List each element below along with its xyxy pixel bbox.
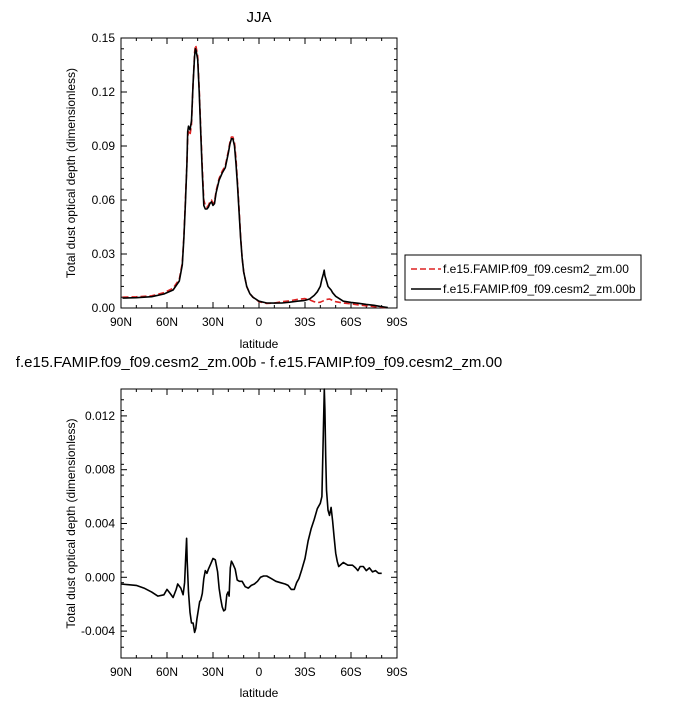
- y-tick-label: 0.03: [92, 247, 116, 261]
- series-line-1: [120, 388, 382, 634]
- x-tick-label: 30N: [202, 665, 224, 679]
- chart-title: JJA: [246, 9, 271, 26]
- x-tick-label: 90S: [386, 315, 407, 329]
- y-tick-label: 0.12: [92, 85, 116, 99]
- y-tick-label: 0.000: [85, 570, 115, 584]
- x-axis-label: latitude: [240, 686, 279, 700]
- y-tick-label: 0.15: [92, 31, 116, 45]
- legend-entry: f.e15.FAMIP.f09_f09.cesm2_zm.00: [443, 262, 629, 276]
- x-tick-label: 60S: [340, 315, 361, 329]
- y-tick-label: 0.008: [85, 463, 115, 477]
- y-axis-label: Total dust optical depth (dimensionless): [64, 418, 78, 628]
- series-line-1: [122, 44, 388, 309]
- y-tick-label: -0.004: [81, 624, 115, 638]
- y-axis-label: Total dust optical depth (dimensionless): [64, 68, 78, 278]
- plot-frame: [120, 388, 398, 659]
- y-tick-label: 0.06: [92, 193, 116, 207]
- legend-box: [404, 254, 642, 301]
- y-tick-label: 0.004: [85, 517, 115, 531]
- x-axis-label: latitude: [240, 337, 279, 351]
- chart-panel-1: JJA 90N 60N 30N 0 30S 60S 90S 0.00 0.03 0.06 0.09 0.…: [64, 9, 642, 351]
- x-tick-label: 60N: [156, 665, 178, 679]
- x-tick-label: 30S: [294, 315, 315, 329]
- legend: f.e15.FAMIP.f09_f09.cesm2_zm.00 f.e15.FAM…: [404, 254, 642, 301]
- x-tick-label: 60S: [340, 665, 361, 679]
- chart-title: f.e15.FAMIP.f09_f09.cesm2_zm.00b - f.e15…: [16, 354, 502, 371]
- x-tick-label: 0: [256, 665, 263, 679]
- chart-panel-2: f.e15.FAMIP.f09_f09.cesm2_zm.00b - f.e15…: [16, 354, 502, 700]
- x-tick-label: 30N: [202, 315, 224, 329]
- x-tick-label: 90N: [110, 315, 132, 329]
- y-tick-label: 0.012: [85, 409, 115, 423]
- plot-frame: [120, 37, 398, 309]
- series-line-2: [122, 47, 388, 309]
- y-tick-label: 0.00: [92, 301, 116, 315]
- legend-entry: f.e15.FAMIP.f09_f09.cesm2_zm.00b: [443, 282, 636, 296]
- x-tick-label: 30S: [294, 665, 315, 679]
- y-tick-label: 0.09: [92, 139, 116, 153]
- x-tick-label: 60N: [156, 315, 178, 329]
- x-tick-label: 90N: [110, 665, 132, 679]
- x-tick-label: 90S: [386, 665, 407, 679]
- x-tick-label: 0: [256, 315, 263, 329]
